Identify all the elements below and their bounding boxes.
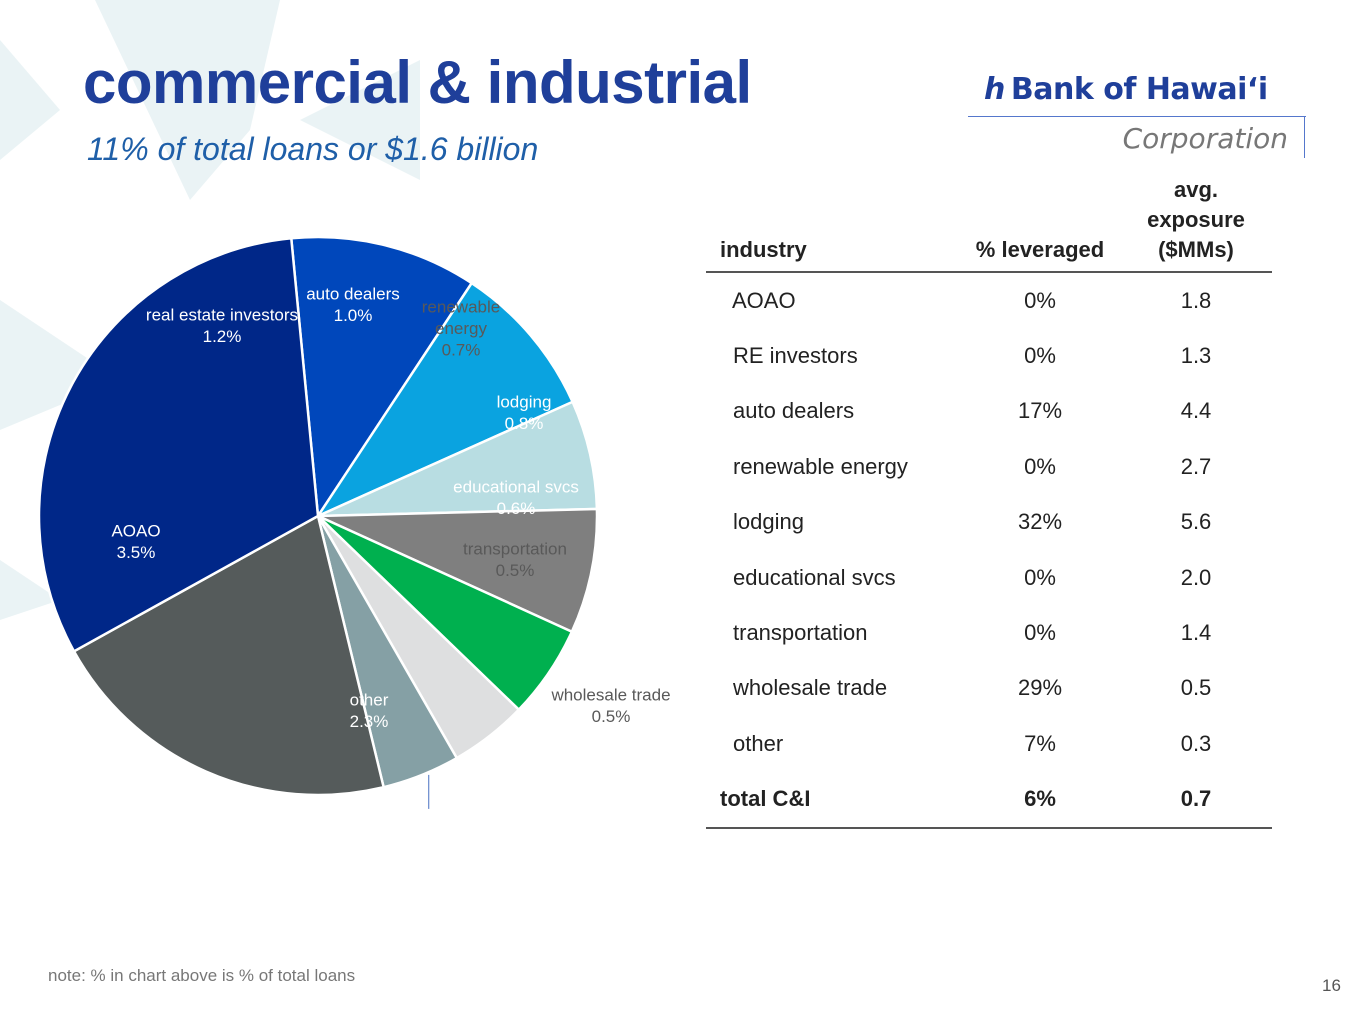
pie-slice-real-estate-investors	[289, 235, 474, 520]
cell-leveraged: 0%	[1024, 287, 1056, 313]
cell-industry: educational svcs	[733, 564, 896, 590]
slice-label-real-estate-investors: real estate investors 1.2%	[146, 305, 298, 346]
cell-exposure: 2.0	[1180, 564, 1212, 590]
cell-industry: AOAO	[732, 287, 796, 313]
table-row: auto dealers 17% 4.4	[706, 384, 1272, 439]
slice-label-educational-svcs: educational svcs 0.6%	[453, 477, 579, 518]
cell-leveraged: 7%	[1024, 730, 1056, 756]
cell-exposure: 1.3	[1180, 343, 1212, 369]
cell-leveraged: 32%	[1017, 509, 1063, 535]
page-title: commercial & industrial	[83, 49, 752, 116]
table-total-row: total C&I 6% 0.7	[706, 771, 1272, 829]
slice-label-aoao: AOAO 3.5%	[111, 521, 160, 562]
cell-exposure: 4.4	[1180, 398, 1212, 424]
pie-slice-other	[72, 514, 386, 797]
header-exposure: avg. exposure ($MMs)	[1120, 175, 1272, 273]
slice-label-auto-dealers: auto dealers 1.0%	[306, 284, 400, 325]
cell-total-leveraged: 6%	[960, 771, 1120, 829]
slice-label-lodging: lodging 0.8%	[497, 392, 552, 433]
logo-divider-vertical	[1304, 116, 1305, 158]
table-row: wholesale trade 29% 0.5	[706, 661, 1272, 716]
table-row: educational svcs 0% 2.0	[706, 550, 1272, 605]
cell-total-exposure: 0.7	[1120, 771, 1272, 829]
logo-divider	[968, 116, 1306, 117]
slice-label-other: other 2.3%	[350, 690, 389, 731]
logo-subline: Corporation	[1122, 122, 1288, 155]
cell-leveraged: 0%	[1024, 343, 1056, 369]
cell-leveraged: 0%	[1024, 453, 1056, 479]
cell-industry: RE investors	[733, 343, 858, 369]
cell-exposure: 0.3	[1180, 730, 1212, 756]
header-exposure-line3: ($MMs)	[1158, 237, 1234, 262]
cell-industry: wholesale trade	[733, 675, 888, 701]
industry-table: industry % leveraged avg. exposure ($MMs…	[706, 175, 1272, 829]
bank-of-hawaii-logo: h Bank of Hawai‘i Corporation	[968, 68, 1308, 160]
table-row: other 7% 0.3	[706, 716, 1272, 771]
slice-label-wholesale-trade: wholesale trade 0.5%	[550, 685, 670, 726]
cell-exposure: 0.5	[1180, 675, 1212, 701]
cell-exposure: 2.7	[1180, 453, 1212, 479]
pie-slice-aoao	[37, 236, 320, 654]
header-leveraged: % leveraged	[960, 175, 1120, 273]
page-subtitle: 11% of total loans or $1.6 billion	[87, 131, 539, 167]
slice-label-transportation: transportation 0.5%	[463, 539, 567, 580]
pie-slice-lodging	[317, 507, 599, 634]
cell-industry: transportation	[733, 620, 868, 646]
cell-leveraged: 0%	[1024, 620, 1056, 646]
industry-pie-chart: real estate investors 1.2%auto dealers 1.0…	[37, 235, 671, 809]
table-header-row: industry % leveraged avg. exposure ($MMs…	[706, 175, 1272, 273]
cell-total-industry: total C&I	[706, 771, 960, 829]
cell-industry: other	[733, 730, 784, 756]
cell-leveraged: 29%	[1017, 675, 1063, 701]
cell-leveraged: 0%	[1024, 564, 1056, 590]
background-snowflake-graphic	[0, 0, 420, 620]
slice-label-renewable-energy: renewable energy 0.7%	[422, 298, 500, 360]
cell-industry: renewable energy	[733, 453, 908, 479]
header-exposure-line2: exposure	[1147, 207, 1245, 232]
logo-mark-icon: h	[984, 72, 1005, 107]
header-industry: industry	[706, 175, 960, 273]
table-row: AOAO 0% 1.8	[706, 272, 1272, 328]
logo-wordmark: h Bank of Hawai‘i	[984, 72, 1268, 107]
cell-exposure: 1.4	[1180, 620, 1212, 646]
cell-industry: lodging	[733, 509, 804, 535]
table-row: lodging 32% 5.6	[706, 495, 1272, 550]
cell-exposure: 5.6	[1180, 509, 1212, 535]
cell-exposure: 1.8	[1180, 287, 1212, 313]
table-row: renewable energy 0% 2.7	[706, 439, 1272, 494]
page-number: 16	[1322, 976, 1341, 995]
cell-industry: auto dealers	[733, 398, 855, 424]
header-exposure-line1: avg.	[1173, 177, 1219, 202]
logo-name: Bank of Hawai‘i	[1010, 72, 1268, 107]
footnote: note: % in chart above is % of total loa…	[48, 966, 356, 985]
pie-slice-auto-dealers	[314, 281, 575, 519]
table-row: RE investors 0% 1.3	[706, 328, 1272, 383]
cell-leveraged: 17%	[1017, 398, 1063, 424]
table-row: transportation 0% 1.4	[706, 605, 1272, 660]
